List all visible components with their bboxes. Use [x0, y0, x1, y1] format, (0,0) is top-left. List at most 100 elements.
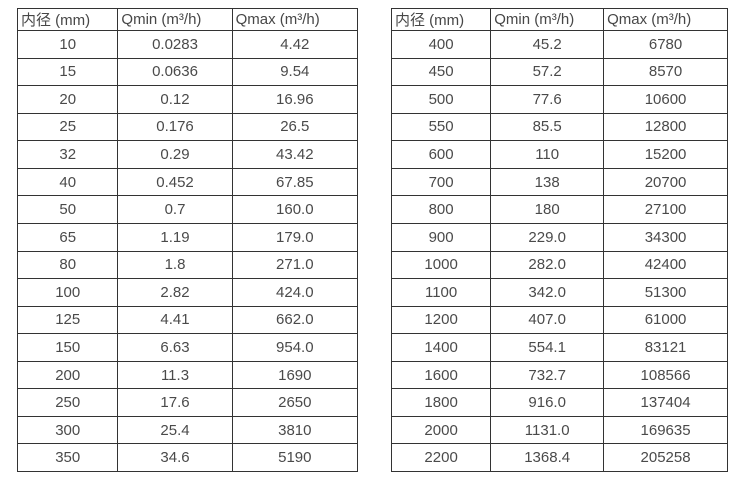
table-cell: 108566 [603, 360, 728, 390]
table-cell: 20 [16, 85, 119, 114]
table-cell: 400 [390, 30, 492, 59]
table-cell: 1000 [390, 250, 492, 280]
table-cell: 1400 [390, 333, 492, 362]
table-cell: 1.19 [117, 222, 233, 252]
table-cell: 150 [16, 333, 119, 362]
table-cell: 0.452 [117, 167, 233, 197]
table-cell: 65 [16, 222, 119, 252]
table-cell: 12800 [603, 112, 728, 142]
table-cell: 0.0283 [117, 30, 233, 59]
table-cell: 9.54 [231, 57, 359, 87]
table-row: 500 77.6 10600 [390, 85, 728, 114]
table-cell: 1368.4 [490, 443, 605, 472]
table-row: 450 57.2 8570 [390, 57, 728, 87]
header-cell: Qmax (m³/h) [603, 8, 728, 31]
table-cell: 100 [16, 278, 119, 307]
table-cell: 732.7 [490, 360, 605, 390]
table-row: 2000 1131.0 169635 [390, 415, 728, 445]
table-row: 2200 1368.4 205258 [390, 443, 728, 472]
table-cell: 34300 [603, 222, 728, 252]
table-cell: 1800 [390, 388, 492, 417]
table-cell: 0.29 [117, 140, 233, 169]
table-cell: 2200 [390, 443, 492, 472]
header-row: 内径 (mm) Qmin (m³/h) Qmax (m³/h) [390, 8, 728, 31]
table-row: 20 0.12 16.96 [16, 85, 359, 114]
table-cell: 554.1 [490, 333, 605, 362]
table-cell: 2000 [390, 415, 492, 445]
table-cell: 229.0 [490, 222, 605, 252]
table-cell: 15200 [603, 140, 728, 169]
table-cell: 40 [16, 167, 119, 197]
table-cell: 0.7 [117, 195, 233, 224]
table-cell: 6780 [603, 30, 728, 59]
table-cell: 34.6 [117, 443, 233, 472]
table-cell: 110 [490, 140, 605, 169]
table-cell: 6.63 [117, 333, 233, 362]
table-cell: 954.0 [231, 333, 359, 362]
table-row: 1000 282.0 42400 [390, 250, 728, 280]
table-cell: 5190 [231, 443, 359, 472]
flow-rate-table-small-diameters: 内径 (mm) Qmin (m³/h) Qmax (m³/h) 10 0.0283 4.… [16, 8, 359, 472]
table-cell: 179.0 [231, 222, 359, 252]
table-cell: 125 [16, 305, 119, 335]
header-row: 内径 (mm) Qmin (m³/h) Qmax (m³/h) [16, 8, 359, 31]
table-row: 800 180 27100 [390, 195, 728, 224]
table-cell: 600 [390, 140, 492, 169]
table-cell: 450 [390, 57, 492, 87]
table-cell: 77.6 [490, 85, 605, 114]
table-cell: 11.3 [117, 360, 233, 390]
table-row: 550 85.5 12800 [390, 112, 728, 142]
table-cell: 0.12 [117, 85, 233, 114]
table-cell: 15 [16, 57, 119, 87]
table-cell: 160.0 [231, 195, 359, 224]
table-cell: 45.2 [490, 30, 605, 59]
table-cell: 250 [16, 388, 119, 417]
table-cell: 137404 [603, 388, 728, 417]
flow-rate-table-large-diameters: 内径 (mm) Qmin (m³/h) Qmax (m³/h) 400 45.2 678… [390, 8, 728, 472]
table-row: 150 6.63 954.0 [16, 333, 359, 362]
header-cell: 内径 (mm) [390, 8, 492, 31]
table-cell: 205258 [603, 443, 728, 472]
table-cell: 8570 [603, 57, 728, 87]
table-cell: 83121 [603, 333, 728, 362]
header-cell: Qmin (m³/h) [117, 8, 233, 31]
table-cell: 20700 [603, 167, 728, 197]
table-row: 700 138 20700 [390, 167, 728, 197]
table-cell: 2650 [231, 388, 359, 417]
table-cell: 300 [16, 415, 119, 445]
table-row: 100 2.82 424.0 [16, 278, 359, 307]
table-cell: 0.0636 [117, 57, 233, 87]
table-cell: 26.5 [231, 112, 359, 142]
table-row: 1200 407.0 61000 [390, 305, 728, 335]
table-row: 32 0.29 43.42 [16, 140, 359, 169]
header-cell: Qmax (m³/h) [231, 8, 359, 31]
table-cell: 500 [390, 85, 492, 114]
table-cell: 50 [16, 195, 119, 224]
table-cell: 342.0 [490, 278, 605, 307]
table-row: 350 34.6 5190 [16, 443, 359, 472]
table-cell: 169635 [603, 415, 728, 445]
table-cell: 4.42 [231, 30, 359, 59]
table-cell: 61000 [603, 305, 728, 335]
table-cell: 51300 [603, 278, 728, 307]
table-cell: 42400 [603, 250, 728, 280]
table-row: 200 11.3 1690 [16, 360, 359, 390]
table-cell: 1690 [231, 360, 359, 390]
table-cell: 67.85 [231, 167, 359, 197]
table-row: 1800 916.0 137404 [390, 388, 728, 417]
table-cell: 0.176 [117, 112, 233, 142]
table-cell: 407.0 [490, 305, 605, 335]
table-cell: 700 [390, 167, 492, 197]
table-cell: 550 [390, 112, 492, 142]
table-row: 80 1.8 271.0 [16, 250, 359, 280]
table-row: 10 0.0283 4.42 [16, 30, 359, 59]
table-row: 1100 342.0 51300 [390, 278, 728, 307]
table-row: 15 0.0636 9.54 [16, 57, 359, 87]
table-row: 250 17.6 2650 [16, 388, 359, 417]
table-cell: 200 [16, 360, 119, 390]
table-row: 1400 554.1 83121 [390, 333, 728, 362]
table-cell: 4.41 [117, 305, 233, 335]
table-cell: 1100 [390, 278, 492, 307]
table-cell: 16.96 [231, 85, 359, 114]
table-row: 1600 732.7 108566 [390, 360, 728, 390]
